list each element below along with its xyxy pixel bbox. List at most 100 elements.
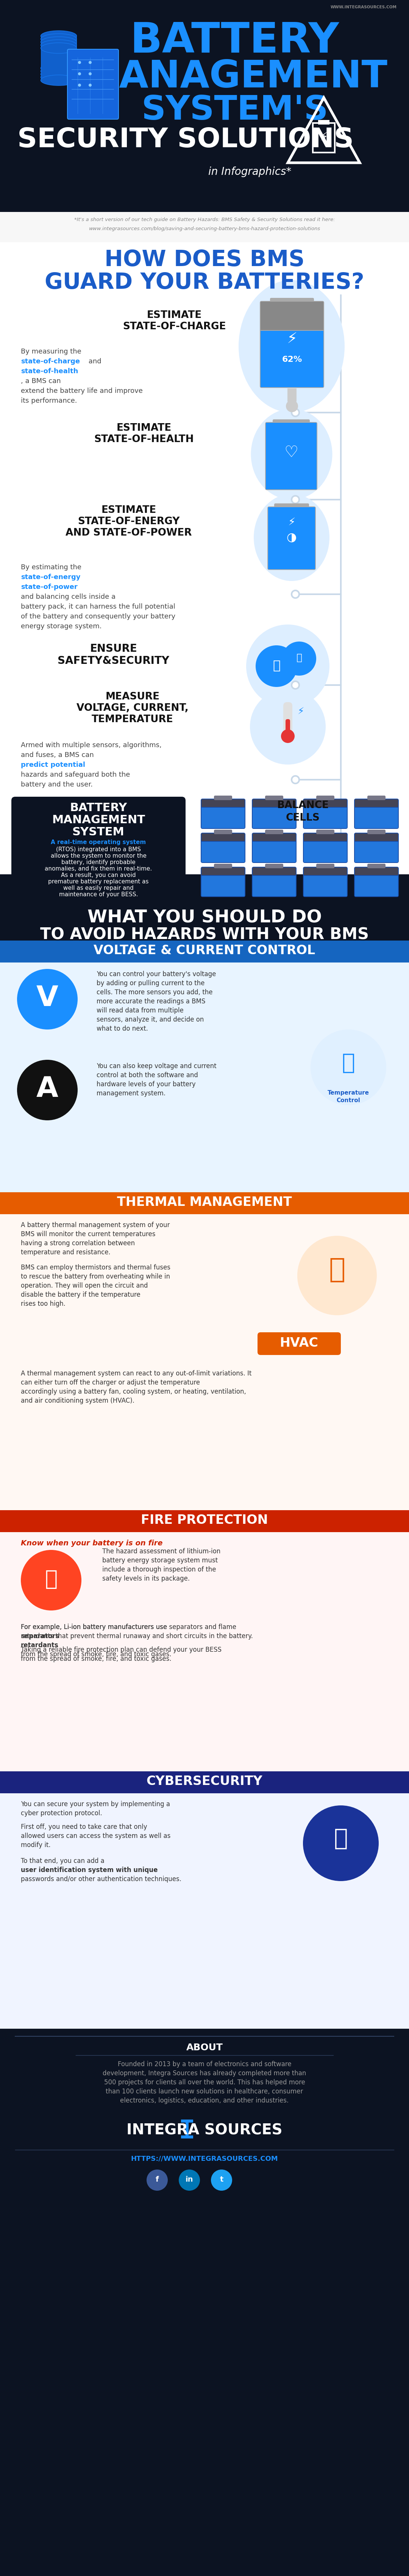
Text: , a BMS can: , a BMS can: [21, 379, 61, 384]
Bar: [202, 835, 245, 840]
Text: allowed users can access the system as well as: allowed users can access the system as w…: [21, 1832, 171, 1839]
FancyBboxPatch shape: [260, 301, 324, 389]
Text: MEASURE: MEASURE: [106, 693, 160, 701]
Ellipse shape: [41, 31, 77, 41]
Bar: [41, 39, 76, 72]
Bar: [304, 799, 347, 806]
Text: 🔥: 🔥: [45, 1569, 57, 1589]
Text: BALANCE: BALANCE: [277, 801, 329, 811]
Circle shape: [78, 62, 81, 64]
Text: Founded in 2013 by a team of electronics and software: Founded in 2013 by a team of electronics…: [118, 2061, 291, 2069]
FancyBboxPatch shape: [367, 863, 386, 868]
Text: ⚡: ⚡: [287, 332, 297, 345]
Bar: [304, 835, 347, 840]
Bar: [41, 44, 76, 77]
FancyBboxPatch shape: [267, 507, 316, 569]
Text: You can secure your system by implementing a: You can secure your system by implementi…: [21, 1801, 170, 1808]
Text: A battery thermal management system of your: A battery thermal management system of y…: [21, 1221, 170, 1229]
Text: STATE-OF-HEALTH: STATE-OF-HEALTH: [94, 435, 194, 443]
FancyBboxPatch shape: [354, 832, 399, 863]
Circle shape: [292, 325, 299, 332]
Bar: [0, 1510, 409, 1533]
FancyBboxPatch shape: [285, 719, 290, 732]
Text: can either turn off the charger or adjust the temperature: can either turn off the charger or adjus…: [21, 1378, 200, 1386]
FancyBboxPatch shape: [67, 49, 119, 118]
Bar: [0, 1772, 409, 1793]
Text: hazards and safeguard both the: hazards and safeguard both the: [21, 770, 130, 778]
Bar: [304, 842, 347, 863]
Bar: [0, 0, 409, 211]
Ellipse shape: [41, 75, 77, 85]
Bar: [355, 835, 398, 840]
Bar: [41, 49, 76, 80]
FancyBboxPatch shape: [265, 422, 317, 489]
Text: 🔒: 🔒: [334, 1826, 348, 1850]
Text: AND STATE-OF-POWER: AND STATE-OF-POWER: [65, 528, 192, 538]
Text: Armed with multiple sensors, algorithms,: Armed with multiple sensors, algorithms,: [21, 742, 162, 750]
Text: ♡: ♡: [284, 443, 298, 461]
Ellipse shape: [41, 33, 77, 44]
Text: ⚡: ⚡: [288, 518, 295, 528]
Text: sensors, analyze it, and decide on: sensors, analyze it, and decide on: [97, 1018, 204, 1023]
Text: BMS will monitor the current temperatures: BMS will monitor the current temperature…: [21, 1231, 155, 1236]
FancyBboxPatch shape: [214, 863, 232, 868]
FancyBboxPatch shape: [303, 799, 348, 829]
FancyBboxPatch shape: [201, 799, 245, 829]
Bar: [355, 876, 398, 896]
Text: electronics, logistics, education, and other industries.: electronics, logistics, education, and o…: [120, 2097, 289, 2105]
Bar: [202, 876, 245, 896]
Text: maintenance of your BESS.: maintenance of your BESS.: [59, 891, 138, 896]
Text: separators: separators: [21, 1633, 59, 1638]
Bar: [0, 904, 409, 940]
Text: allows the system to monitor the: allows the system to monitor the: [51, 853, 146, 858]
FancyBboxPatch shape: [201, 866, 245, 896]
Text: ABOUT: ABOUT: [186, 2043, 223, 2053]
Text: from the spread of smoke, fire, and toxic gases.: from the spread of smoke, fire, and toxi…: [21, 1651, 171, 1659]
Circle shape: [17, 1059, 78, 1121]
Text: to rescue the battery from overheating while in: to rescue the battery from overheating w…: [21, 1273, 170, 1280]
Circle shape: [256, 647, 297, 688]
Bar: [0, 1193, 409, 1510]
Text: accordingly using a battery fan, cooling system, or heating, ventilation,: accordingly using a battery fan, cooling…: [21, 1388, 246, 1396]
Text: in Infographics*: in Infographics*: [209, 167, 292, 178]
Ellipse shape: [41, 39, 77, 52]
Bar: [181, 2136, 193, 2138]
Text: By estimating the: By estimating the: [21, 564, 83, 572]
Text: management system.: management system.: [97, 1090, 166, 1097]
Bar: [0, 1510, 409, 1772]
Circle shape: [89, 62, 92, 64]
Bar: [0, 940, 409, 1193]
Text: and fuses, a BMS can: and fuses, a BMS can: [21, 752, 96, 757]
Bar: [268, 507, 315, 569]
Text: well as easily repair and: well as easily repair and: [63, 886, 134, 891]
Text: ESTIMATE: ESTIMATE: [117, 422, 171, 433]
Bar: [253, 835, 296, 840]
Ellipse shape: [250, 688, 326, 765]
Text: energy storage system.: energy storage system.: [21, 623, 102, 629]
Text: A: A: [36, 1074, 58, 1103]
Bar: [318, 121, 330, 124]
Text: TEMPERATURE: TEMPERATURE: [92, 714, 173, 724]
Text: BMS can employ thermistors and thermal fuses: BMS can employ thermistors and thermal f…: [21, 1265, 171, 1270]
Text: Control: Control: [337, 1097, 360, 1103]
Text: operation. They will open the circuit and: operation. They will open the circuit an…: [21, 1283, 148, 1288]
FancyBboxPatch shape: [274, 502, 309, 507]
Text: V: V: [36, 984, 58, 1012]
Text: VOLTAGE, CURRENT,: VOLTAGE, CURRENT,: [76, 703, 189, 714]
FancyBboxPatch shape: [214, 796, 232, 801]
Text: disable the battery if the temperature: disable the battery if the temperature: [21, 1291, 140, 1298]
Text: and: and: [86, 358, 101, 366]
Circle shape: [292, 590, 299, 598]
Ellipse shape: [41, 70, 77, 80]
Text: more accurate the readings a BMS: more accurate the readings a BMS: [97, 997, 205, 1005]
Circle shape: [292, 680, 299, 688]
Bar: [253, 842, 296, 863]
Text: 🌡: 🌡: [342, 1051, 355, 1074]
Text: retardants: retardants: [21, 1641, 58, 1649]
Text: user identification system with unique: user identification system with unique: [21, 1868, 158, 1873]
Text: 62%: 62%: [282, 355, 302, 363]
Ellipse shape: [41, 44, 77, 54]
Text: Taking a reliable fire protection plan can defend your your BESS: Taking a reliable fire protection plan c…: [21, 1646, 222, 1654]
Text: state-of-health: state-of-health: [21, 368, 78, 374]
Bar: [41, 36, 76, 67]
